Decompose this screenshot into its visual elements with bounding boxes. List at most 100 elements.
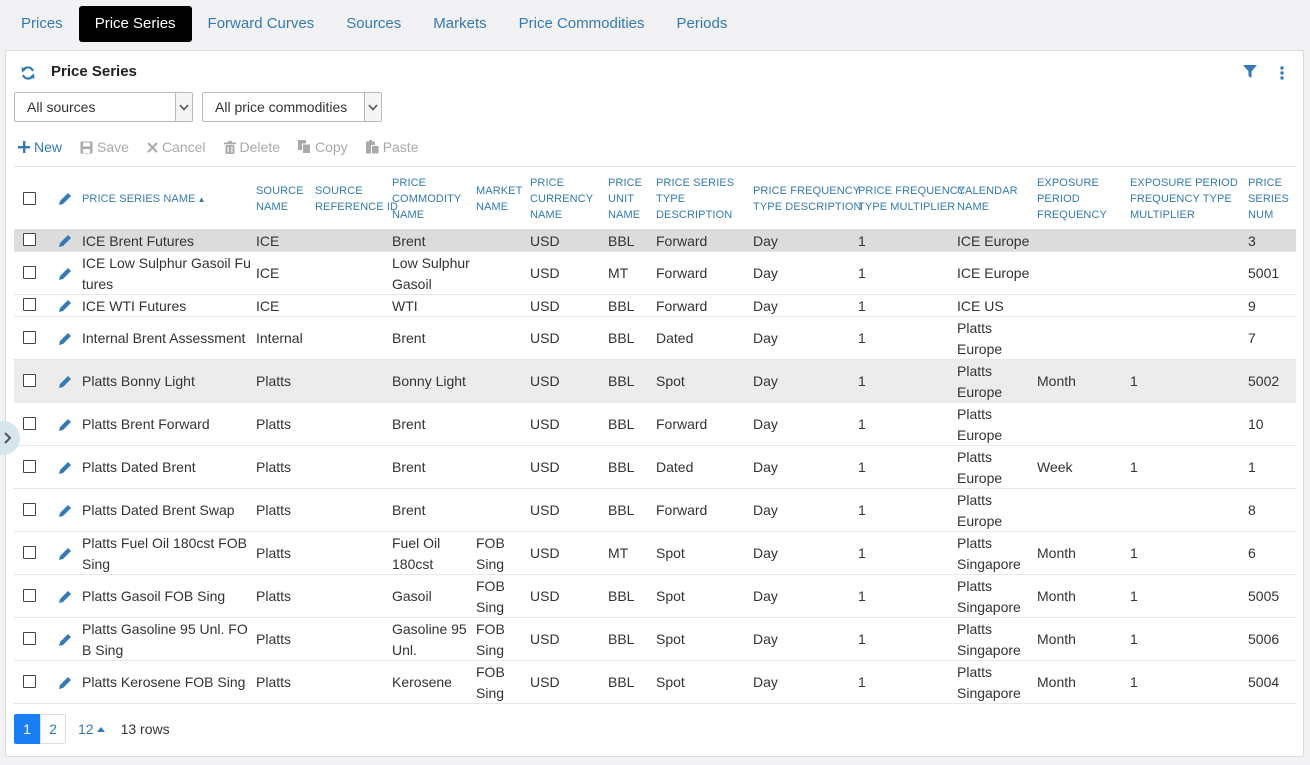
edit-row-icon[interactable]	[58, 375, 72, 389]
paste-button[interactable]: Paste	[365, 139, 419, 155]
edit-row-icon[interactable]	[58, 267, 72, 281]
tab-price-series[interactable]: Price Series	[78, 6, 192, 42]
edit-row-icon[interactable]	[58, 547, 72, 561]
cell-line: BBL	[608, 373, 635, 389]
cell-exp-freq: Month	[1037, 371, 1076, 392]
cell-commodity: Gasoline 95 Unl.	[392, 619, 467, 661]
row-checkbox[interactable]	[23, 502, 36, 516]
cell-line: 1	[858, 502, 866, 518]
tab-forward-curves[interactable]: Forward Curves	[207, 15, 315, 32]
table-row[interactable]: ICE Brent Futures ICE Brent USD BBL Forward Da…	[14, 230, 1296, 252]
column-header[interactable]: PRICE SERIES NUM	[1248, 175, 1289, 223]
cell-line: 1	[1130, 459, 1138, 475]
edit-row-icon[interactable]	[58, 676, 72, 690]
cell-line: Singapore	[957, 555, 1021, 572]
tab-prices[interactable]: Prices	[21, 15, 63, 32]
tab-sources[interactable]: Sources	[346, 15, 402, 32]
column-header[interactable]: PRICE CURRENCY NAME	[530, 175, 593, 223]
table-row[interactable]: Platts Dated Brent Swap Platts Brent USD BBL…	[14, 489, 1296, 532]
page-button-1[interactable]: 1	[14, 714, 40, 744]
cancel-button[interactable]: Cancel	[147, 139, 206, 155]
row-checkbox[interactable]	[23, 459, 36, 473]
cell-line: Brent	[392, 502, 426, 518]
edit-row-icon[interactable]	[58, 504, 72, 518]
column-header-line: CURRENCY	[530, 193, 594, 205]
table-row[interactable]: Platts Fuel Oil 180cst FOB Sing Platts Fuel…	[14, 532, 1296, 575]
cell-commodity: Brent	[392, 457, 425, 478]
row-checkbox[interactable]	[23, 298, 36, 311]
row-checkbox[interactable]	[23, 373, 36, 387]
cancel-button-label: Cancel	[161, 139, 206, 155]
column-header[interactable]: SOURCE NAME	[256, 183, 304, 215]
cell-line: Platts	[256, 588, 292, 604]
delete-button-label: Delete	[239, 139, 280, 155]
cell-line: Bonny Light	[392, 373, 466, 389]
filter-icon[interactable]	[1243, 65, 1257, 79]
table-row[interactable]: ICE Low Sulphur Gasoil Fu tures ICE Low Sul…	[14, 252, 1296, 295]
cell-line: Platts	[256, 674, 292, 690]
price-commodities-select[interactable]: All price commodities	[202, 92, 382, 122]
page-button-2[interactable]: 2	[40, 714, 66, 744]
row-checkbox[interactable]	[23, 330, 36, 344]
table-row[interactable]: Platts Dated Brent Platts Brent USD BBL Dated…	[14, 446, 1296, 489]
cell-line: BBL	[608, 330, 635, 346]
column-header[interactable]: PRICE UNIT NAME	[608, 175, 642, 223]
refresh-icon[interactable]	[20, 65, 36, 81]
table-row[interactable]: ICE WTI Futures ICE WTI USD BBL Forward Day 1 IC…	[14, 295, 1296, 317]
delete-button[interactable]: Delete	[223, 139, 280, 155]
copy-button[interactable]: Copy	[298, 139, 348, 155]
side-panel-toggle[interactable]	[0, 421, 20, 455]
tab-periods[interactable]: Periods	[676, 15, 728, 32]
edit-row-icon[interactable]	[58, 590, 72, 604]
edit-row-icon[interactable]	[58, 332, 72, 346]
row-checkbox[interactable]	[23, 588, 36, 602]
row-checkbox[interactable]	[23, 545, 36, 559]
cell-line: Spot	[656, 588, 685, 604]
save-button[interactable]: Save	[80, 139, 129, 155]
cell-line: Month	[1037, 631, 1076, 647]
table-row[interactable]: Internal Brent Assessment Internal Brent US…	[14, 317, 1296, 360]
cell-line: FOB	[476, 620, 505, 637]
row-checkbox[interactable]	[23, 416, 36, 430]
column-header[interactable]: SOURCE REFERENCE ID	[315, 183, 398, 215]
table-row[interactable]: Platts Brent Forward Platts Brent USD BBL For…	[14, 403, 1296, 446]
more-options-icon[interactable]	[1279, 65, 1285, 81]
table-row[interactable]: Platts Gasoil FOB Sing Platts Gasoil FOB Sin…	[14, 575, 1296, 618]
page-size-selector[interactable]: 12	[78, 721, 105, 737]
edit-row-icon[interactable]	[58, 461, 72, 475]
column-header[interactable]: EXPOSURE PERIOD FREQUENCY	[1037, 175, 1107, 223]
column-header-line: DESCRIPTION	[656, 209, 733, 221]
row-checkbox[interactable]	[23, 265, 36, 279]
cell-num: 10	[1248, 414, 1264, 435]
column-header[interactable]: CALENDAR NAME	[957, 183, 1018, 215]
column-header[interactable]: PRICE SERIES TYPE DESCRIPTION	[656, 175, 734, 223]
edit-row-icon[interactable]	[58, 418, 72, 432]
select-all-checkbox[interactable]	[23, 192, 36, 205]
column-header[interactable]: PRICE FREQUENCY TYPE MULTIPLIER	[858, 183, 965, 215]
row-checkbox[interactable]	[23, 674, 36, 688]
edit-row-icon[interactable]	[58, 234, 72, 248]
cell-name: Internal Brent Assessment	[82, 328, 245, 349]
new-button[interactable]: New	[18, 139, 62, 155]
sources-select[interactable]: All sources	[14, 92, 193, 122]
column-header[interactable]: PRICE SERIES NAME ▲	[82, 191, 206, 208]
column-header[interactable]: EXPOSURE PERIOD FREQUENCY TYPE MULTIPLIER	[1130, 175, 1238, 223]
cell-mult: 1	[858, 500, 866, 521]
tab-price-commodities[interactable]: Price Commodities	[518, 15, 645, 32]
table-row[interactable]: Platts Bonny Light Platts Bonny Light USD BB…	[14, 360, 1296, 403]
table-row[interactable]: Platts Kerosene FOB Sing Platts Kerosene FO…	[14, 661, 1296, 704]
column-header[interactable]: MARKET NAME	[476, 183, 522, 215]
cell-line: Singapore	[957, 641, 1021, 658]
edit-row-icon[interactable]	[58, 299, 72, 313]
sort-asc-icon: ▲	[197, 195, 206, 204]
cell-source: Platts	[256, 672, 291, 693]
cell-freq: Day	[753, 414, 778, 435]
tab-markets[interactable]: Markets	[433, 15, 487, 32]
cell-freq: Day	[753, 296, 778, 317]
column-header[interactable]: PRICE FREQUENCY TYPE DESCRIPTION	[753, 183, 862, 215]
edit-row-icon[interactable]	[58, 633, 72, 647]
row-checkbox[interactable]	[23, 233, 36, 246]
row-checkbox[interactable]	[23, 631, 36, 645]
table-row[interactable]: Platts Gasoline 95 Unl. FO B Sing Platts Ga…	[14, 618, 1296, 661]
column-header[interactable]: PRICE COMMODITY NAME	[392, 175, 461, 223]
